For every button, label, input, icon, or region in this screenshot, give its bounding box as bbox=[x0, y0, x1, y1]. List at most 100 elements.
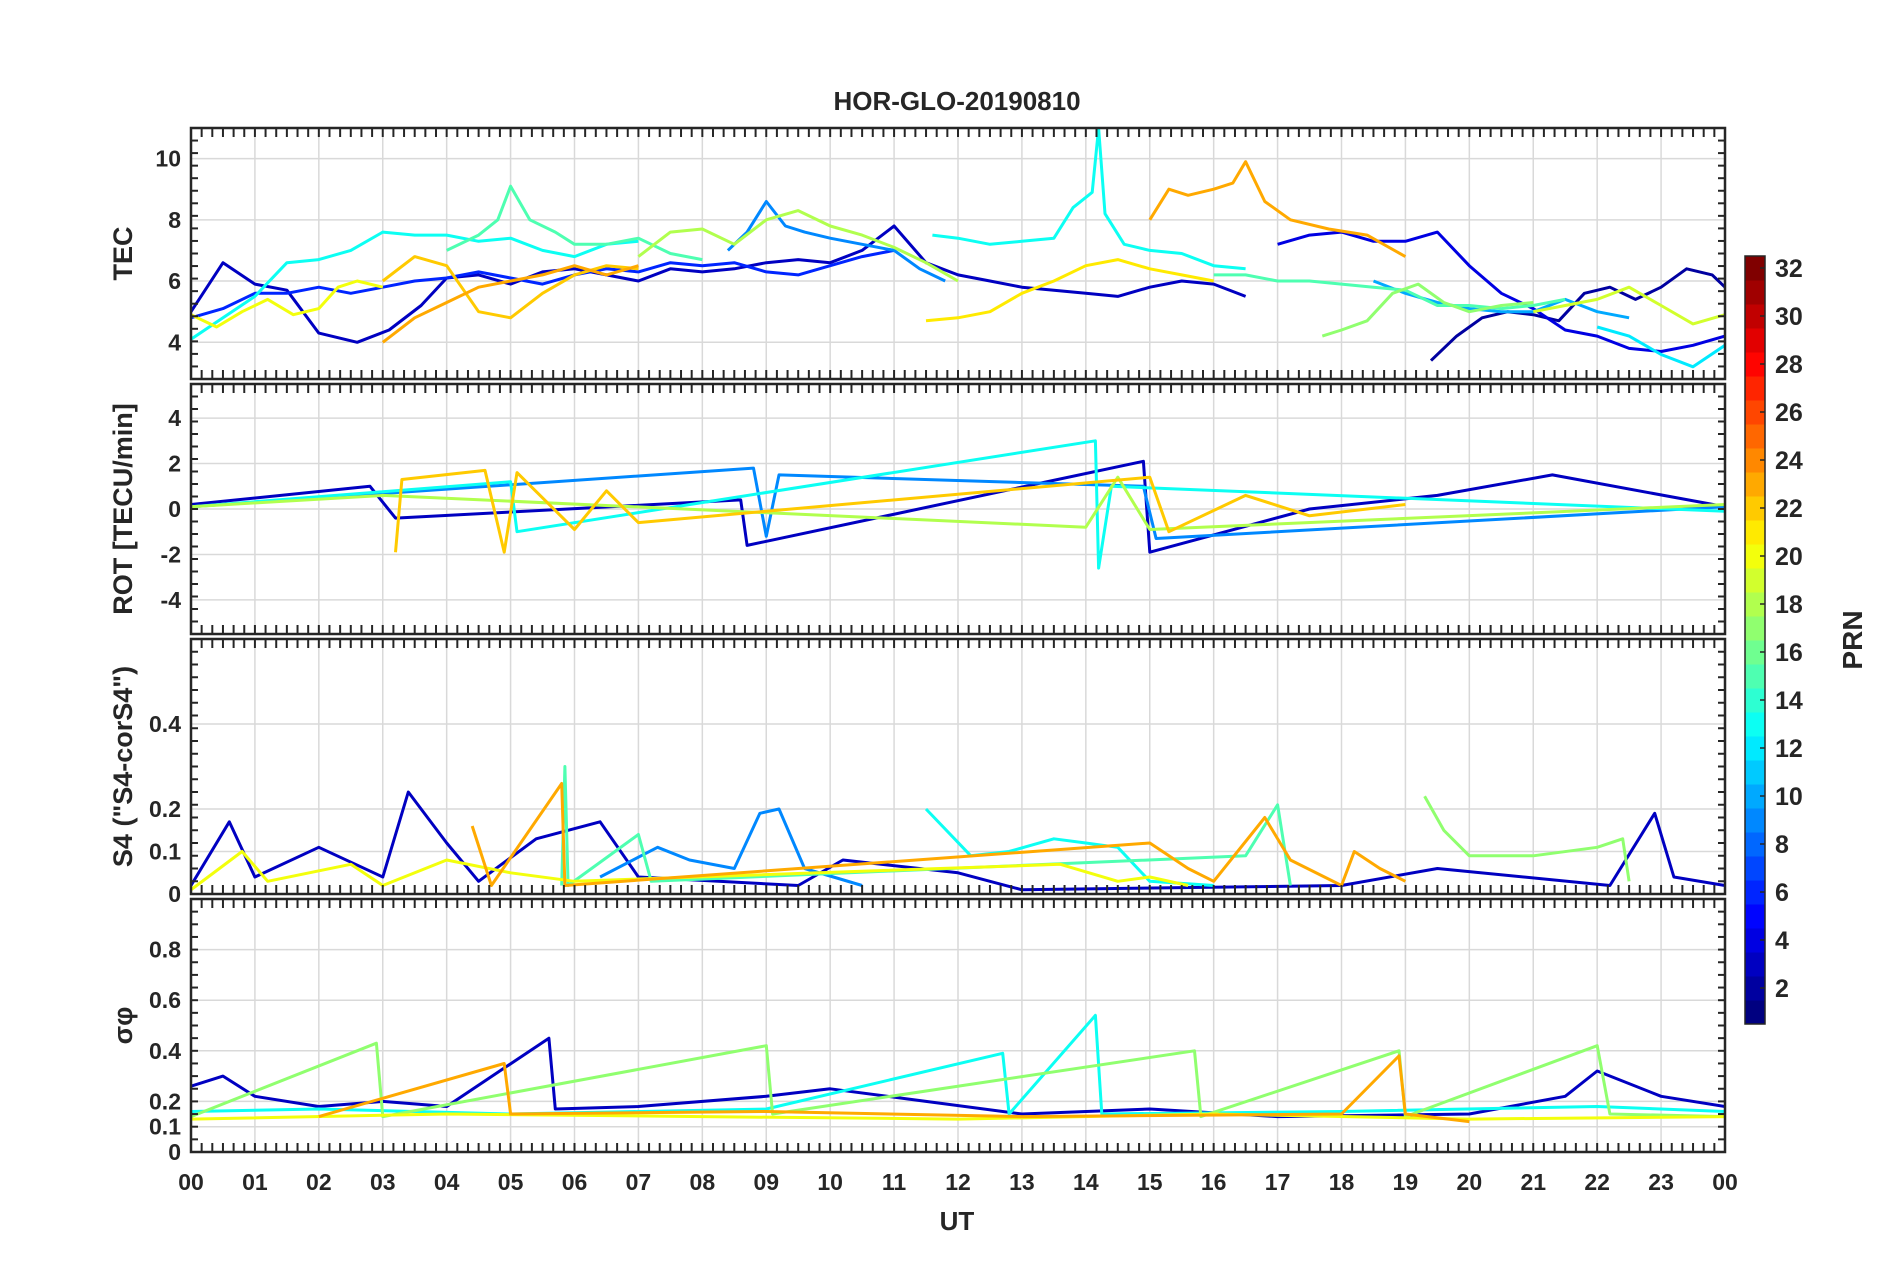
y-tick-label: 0.1 bbox=[149, 1114, 181, 1140]
colorbar-segment bbox=[1745, 664, 1765, 689]
series-line bbox=[599, 807, 863, 887]
colorbar-segment bbox=[1745, 760, 1765, 785]
series-line bbox=[191, 224, 1247, 344]
colorbar-tick-label: 24 bbox=[1775, 447, 1803, 475]
colorbar-segment bbox=[1745, 400, 1765, 425]
colorbar-segment bbox=[1745, 568, 1765, 593]
y-tick-label: 4 bbox=[168, 329, 181, 355]
series-group bbox=[191, 765, 1725, 892]
series-line bbox=[560, 765, 1292, 887]
colorbar-segment bbox=[1745, 976, 1765, 1001]
colorbar-segment bbox=[1745, 472, 1765, 497]
colorbar-segment bbox=[1745, 856, 1765, 881]
y-tick-label: 0.8 bbox=[149, 937, 181, 963]
colorbar-segment bbox=[1745, 544, 1765, 569]
x-tick-label: 05 bbox=[498, 1169, 524, 1195]
y-tick-label: -4 bbox=[161, 587, 182, 613]
colorbar-segment bbox=[1745, 808, 1765, 833]
colorbar-tick-label: 26 bbox=[1775, 399, 1803, 427]
colorbar-segment bbox=[1745, 688, 1765, 713]
colorbar-label: PRN bbox=[1837, 610, 1868, 669]
colorbar-segment bbox=[1745, 352, 1765, 377]
colorbar-segment bbox=[1745, 424, 1765, 449]
minor-ticks bbox=[190, 127, 1726, 380]
colorbar-tick-label: 16 bbox=[1775, 639, 1803, 667]
colorbar-tick-label: 2 bbox=[1775, 975, 1789, 1003]
y-tick-label: 0.4 bbox=[149, 1038, 181, 1064]
y-tick-label: -2 bbox=[161, 541, 181, 567]
series-line bbox=[381, 255, 639, 320]
colorbar-segment bbox=[1745, 496, 1765, 521]
y-tick-label: 10 bbox=[155, 146, 181, 172]
y-tick-label: 0 bbox=[168, 1139, 181, 1165]
series-line bbox=[1533, 285, 1725, 326]
x-tick-label: 20 bbox=[1457, 1169, 1483, 1195]
colorbar-segment bbox=[1745, 640, 1765, 665]
x-tick-label: 01 bbox=[242, 1169, 268, 1195]
x-tick-label: 21 bbox=[1520, 1169, 1546, 1195]
colorbar-tick-label: 18 bbox=[1775, 591, 1803, 619]
x-tick-label: 07 bbox=[626, 1169, 652, 1195]
colorbar-segment bbox=[1745, 304, 1765, 329]
x-tick-label: 16 bbox=[1201, 1169, 1227, 1195]
series-line bbox=[191, 475, 1725, 531]
colorbar-segment bbox=[1745, 592, 1765, 617]
series-line bbox=[1277, 230, 1725, 353]
series-line bbox=[932, 128, 1246, 271]
x-tick-label: 09 bbox=[753, 1169, 779, 1195]
colorbar-tick-label: 20 bbox=[1775, 543, 1803, 571]
series-line bbox=[381, 264, 639, 344]
panel-s4: 0 0.1 0.2 0.4 S4 ("S4-corS4") bbox=[108, 637, 1727, 907]
x-tick-label: 10 bbox=[817, 1169, 843, 1195]
colorbar-segment bbox=[1745, 616, 1765, 641]
series-line bbox=[1423, 795, 1631, 882]
panel-frame bbox=[189, 897, 1727, 1154]
colorbar-segment bbox=[1745, 784, 1765, 809]
colorbar-tick-label: 14 bbox=[1775, 687, 1803, 715]
x-tick-label: 11 bbox=[882, 1169, 907, 1195]
panel-frame bbox=[189, 637, 1727, 896]
colorbar-segment bbox=[1745, 376, 1765, 401]
y-tick-label: 0.4 bbox=[149, 711, 181, 737]
colorbar-segment bbox=[1745, 928, 1765, 953]
x-axis-label: UT bbox=[940, 1206, 975, 1236]
series-line bbox=[191, 850, 1189, 892]
y-axis-label: S4 ("S4-corS4") bbox=[108, 666, 138, 867]
colorbar-segment bbox=[1745, 904, 1765, 929]
x-tick-label: 12 bbox=[945, 1169, 971, 1195]
y-tick-label: 6 bbox=[168, 268, 181, 294]
series-line bbox=[191, 248, 895, 320]
panel-frame bbox=[189, 382, 1727, 636]
y-tick-label: 4 bbox=[168, 405, 181, 431]
colorbar-tick-label: 6 bbox=[1775, 879, 1789, 907]
series-line bbox=[191, 1112, 1725, 1121]
series-line bbox=[726, 200, 946, 283]
y-axis-label: ROT [TECU/min] bbox=[108, 403, 138, 614]
series-line bbox=[191, 230, 639, 341]
colorbar-segment bbox=[1745, 952, 1765, 977]
series-line bbox=[191, 459, 1725, 554]
x-tick-label: 02 bbox=[306, 1169, 332, 1195]
x-tick-label: 13 bbox=[1009, 1169, 1035, 1195]
colorbar-segment bbox=[1745, 832, 1765, 857]
y-tick-label: 0.2 bbox=[149, 796, 181, 822]
x-tick-label: 00 bbox=[1712, 1169, 1738, 1195]
series-line bbox=[925, 258, 1214, 323]
x-tick-label: 04 bbox=[434, 1169, 460, 1195]
colorbar-tick-label: 4 bbox=[1775, 927, 1789, 955]
y-tick-label: 0.6 bbox=[149, 987, 181, 1013]
series-group bbox=[191, 128, 1725, 369]
x-tick-label: 19 bbox=[1393, 1169, 1419, 1195]
colorbar-tick-label: 28 bbox=[1775, 351, 1803, 379]
colorbar-tick-label: 30 bbox=[1775, 303, 1803, 331]
colorbar-segment bbox=[1745, 448, 1765, 473]
colorbar-segment bbox=[1745, 736, 1765, 761]
panel-frame bbox=[189, 126, 1727, 381]
x-tick-label: 03 bbox=[370, 1169, 396, 1195]
y-tick-label: 0 bbox=[168, 881, 181, 907]
x-tick-label: 18 bbox=[1329, 1169, 1355, 1195]
chart-title: HOR-GLO-20190810 bbox=[833, 86, 1080, 116]
series-line bbox=[191, 790, 1725, 892]
